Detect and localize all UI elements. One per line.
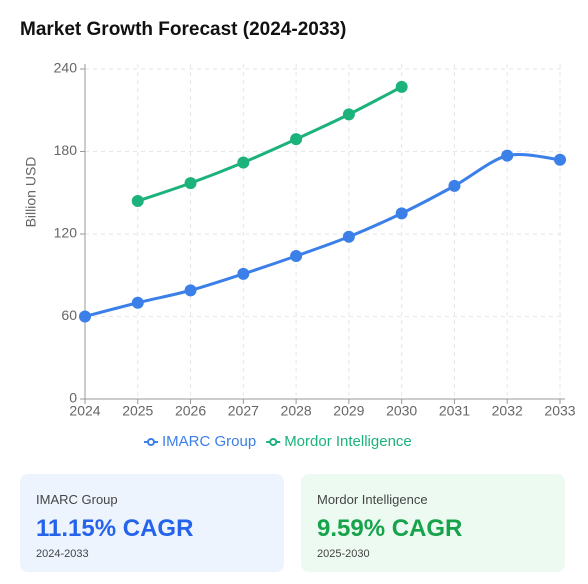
x-tick-label: 2025 <box>122 403 153 419</box>
card-period: 2025-2030 <box>317 548 370 560</box>
legend-label: Mordor Intelligence <box>284 433 412 450</box>
chart-title: Market Growth Forecast (2024-2033) <box>20 19 346 40</box>
x-tick-label: 2028 <box>281 403 312 419</box>
y-tick-label: 120 <box>54 225 78 241</box>
data-point <box>290 250 303 262</box>
y-tick-label: 240 <box>54 60 78 76</box>
data-point <box>554 153 566 166</box>
card-title: IMARC Group <box>36 492 118 507</box>
legend-icon <box>269 438 278 446</box>
x-tick-label: 2032 <box>492 403 523 419</box>
y-tick-label: 0 <box>69 390 77 406</box>
legend-icon <box>147 438 155 446</box>
y-tick-label: 180 <box>54 142 78 158</box>
card-period: 2024-2033 <box>36 548 89 560</box>
card-value: 11.15% CAGR <box>36 515 194 542</box>
data-point <box>237 267 250 280</box>
y-axis-label: Billion USD <box>23 157 39 228</box>
data-point <box>131 195 144 207</box>
data-point <box>342 230 355 243</box>
x-tick-label: 2029 <box>333 403 364 419</box>
data-point <box>237 156 250 169</box>
data-point <box>290 133 303 146</box>
x-tick-label: 2024 <box>69 403 100 419</box>
chart: Market Growth Forecast (2024-2033) Billi… <box>20 19 576 450</box>
series-line <box>137 85 403 203</box>
data-point <box>342 108 355 121</box>
data-point <box>448 179 461 192</box>
legend-label: IMARC Group <box>162 433 256 450</box>
data-point <box>395 80 408 93</box>
data-point <box>131 296 144 309</box>
series-line <box>84 153 561 318</box>
card-value: 9.59% CAGR <box>317 515 463 542</box>
x-tick-label: 2027 <box>228 403 259 419</box>
card: IMARC Group 11.15% CAGR 2024-2033 <box>20 474 284 572</box>
data-point <box>501 149 514 162</box>
data-point <box>79 310 91 323</box>
y-tick-label: 60 <box>61 307 77 323</box>
x-tick-label: 2030 <box>386 403 417 419</box>
card: Mordor Intelligence 9.59% CAGR 2025-2030 <box>301 474 565 572</box>
data-point <box>184 284 197 297</box>
data-point <box>184 177 197 190</box>
card-title: Mordor Intelligence <box>317 492 428 507</box>
x-tick-label: 2033 <box>544 403 575 419</box>
x-tick-label: 2031 <box>439 403 470 419</box>
data-point <box>395 207 408 220</box>
x-tick-label: 2026 <box>175 403 206 419</box>
